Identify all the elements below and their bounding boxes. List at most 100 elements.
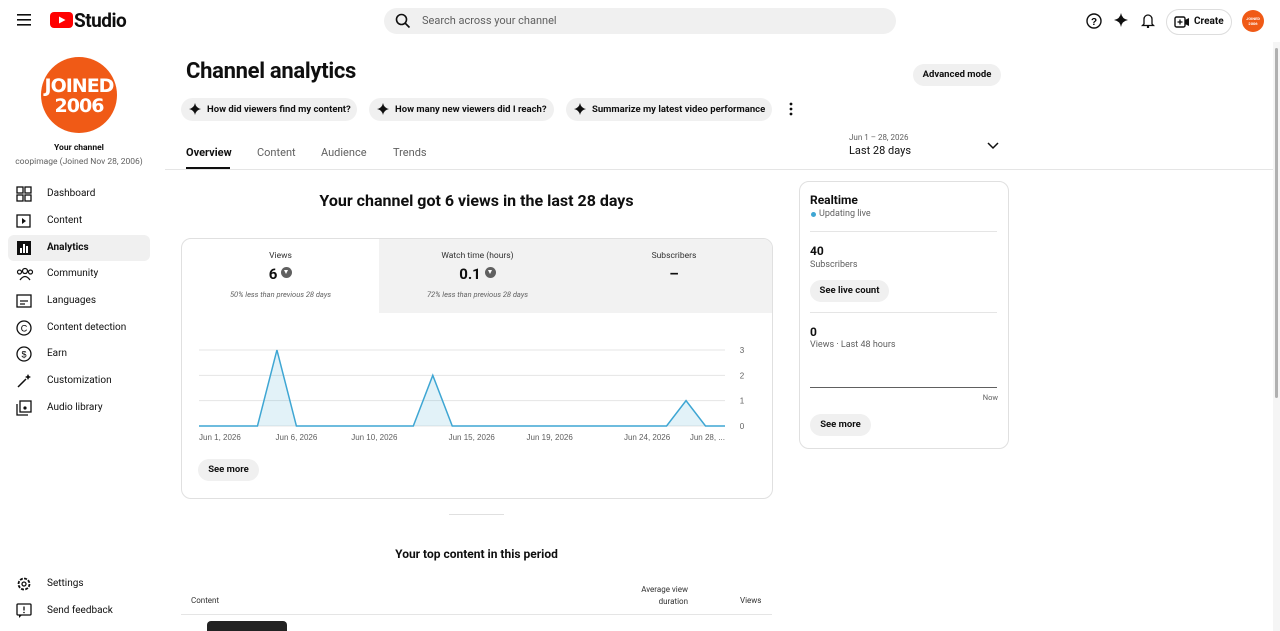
now-label: Now [982, 393, 998, 402]
nav-item[interactable]: Customization [8, 368, 150, 394]
logo-icon[interactable] [50, 12, 73, 28]
see-more-button[interactable]: See more [198, 459, 259, 481]
help-icon[interactable]: ? [1086, 13, 1102, 29]
period-selector[interactable]: Last 28 days [849, 144, 911, 157]
more-button[interactable] [788, 102, 794, 116]
ai-icon[interactable] [1114, 13, 1128, 27]
y-tick-label: 2 [740, 371, 745, 380]
chip-label: How did viewers find my content? [207, 104, 351, 115]
mini-chart-axis [810, 387, 997, 388]
menu-button[interactable] [17, 14, 31, 26]
nav-item[interactable]: $ Earn [8, 341, 150, 367]
nav-item[interactable]: Settings [8, 571, 150, 597]
down-icon [484, 267, 496, 278]
column-header: Content [191, 596, 220, 605]
subscriber-count: 40 [810, 244, 824, 258]
nav-item[interactable]: C Content detection [8, 315, 150, 341]
nav-item[interactable]: Audio library [8, 395, 150, 421]
x-tick-label: Jun 28, ... [690, 433, 725, 442]
top-bar: Studio Search across your channel ? Crea… [0, 0, 1280, 42]
tab-indicator [186, 167, 230, 169]
brand[interactable]: Studio [74, 9, 127, 32]
account-avatar[interactable]: JOINED 2006 [1242, 10, 1264, 32]
avatar-text: 2006 [1248, 21, 1258, 26]
views-chart: 0 1 2 3 Jun 1, 2026 Jun 6, 2026 Jun 10, 2026 Ju… [199, 346, 745, 442]
metric-value: 0.1 [459, 265, 481, 283]
divider [181, 614, 772, 615]
x-tick-label: Jun 10, 2026 [351, 433, 398, 442]
x-tick-label: Jun 19, 2026 [527, 433, 574, 442]
metric-tab[interactable]: Watch time (hours) 0.1 72% less than pre… [379, 239, 576, 313]
metric-label: Subscribers [651, 251, 697, 261]
prompt-chip[interactable]: How did viewers find my content? [181, 98, 357, 121]
date-range: Jun 1 – 28, 2026 [849, 133, 909, 142]
avatar-text: JOINED [44, 75, 115, 97]
nav-item[interactable]: Analytics [8, 235, 150, 261]
create-button[interactable]: Create [1166, 9, 1232, 35]
nav-label: Earn [47, 348, 68, 359]
nav-label: Community [47, 268, 99, 279]
nav-item[interactable]: Dashboard [8, 181, 150, 207]
nav-label: Send feedback [47, 605, 113, 616]
metric-value: 6 [268, 265, 278, 283]
metric-value: – [669, 265, 679, 283]
subscribers-label: Subscribers [810, 260, 858, 270]
notifications-icon[interactable] [1141, 13, 1155, 28]
tab[interactable]: Trends [393, 146, 427, 159]
search-placeholder: Search across your channel [422, 14, 557, 27]
advanced-mode-button[interactable]: Advanced mode [913, 64, 1001, 86]
x-tick-label: Jun 24, 2026 [624, 433, 671, 442]
metric-note: 72% less than previous 28 days [426, 290, 529, 299]
nav-label: Settings [47, 578, 84, 589]
nav-item[interactable]: Content [8, 208, 150, 234]
realtime-card: Realtime Updating live 40 Subscribers Se… [799, 181, 1009, 449]
y-tick-label: 3 [740, 346, 745, 355]
x-tick-label: Jun 6, 2026 [276, 433, 318, 442]
section-title: Your top content in this period [395, 547, 558, 561]
separator [810, 231, 997, 232]
nav-item[interactable]: Community [8, 261, 150, 287]
nav-item[interactable]: Languages [8, 288, 150, 314]
divider [165, 169, 1273, 170]
x-tick-label: Jun 15, 2026 [449, 433, 496, 442]
views-count: 0 [810, 325, 817, 339]
column-header: Average view duration [641, 585, 688, 606]
realtime-title: Realtime [810, 193, 858, 207]
metric-value-row: 6 [182, 265, 379, 283]
y-tick-label: 1 [740, 397, 745, 406]
create-label: Create [1194, 16, 1224, 27]
video-thumbnail[interactable] [207, 621, 287, 631]
svg-text:?: ? [1091, 17, 1097, 28]
column-header: Views [740, 596, 762, 605]
tab[interactable]: Overview [186, 146, 232, 159]
metric-label: Watch time (hours) [441, 251, 514, 261]
metric-tab[interactable]: Views 6 50% less than previous 28 days [182, 239, 379, 313]
tab[interactable]: Content [257, 146, 296, 159]
realtime-status: Updating live [819, 209, 871, 219]
see-more-button[interactable]: See more [810, 414, 871, 436]
headline: Your channel got 6 views in the last 28 … [319, 191, 634, 210]
nav-item[interactable]: Send feedback [8, 598, 150, 624]
metric-value-row: 0.1 [379, 265, 576, 283]
see-live-count-button[interactable]: See live count [810, 280, 889, 302]
nav-label: Content [47, 215, 83, 226]
x-tick-label: Jun 1, 2026 [199, 433, 241, 442]
prompt-chip[interactable]: How many new viewers did I reach? [369, 98, 554, 121]
divider [449, 514, 504, 515]
channel-label: Your channel [54, 143, 104, 153]
prompt-chip[interactable]: Summarize my latest video performance [566, 98, 772, 121]
overview-card: Views 6 50% less than previous 28 days W… [181, 238, 773, 499]
tab[interactable]: Audience [321, 146, 367, 159]
svg-text:$: $ [21, 350, 26, 360]
channel-name: coopimage (Joined Nov 28, 2006) [15, 157, 143, 167]
metric-tab[interactable]: Subscribers – [576, 239, 772, 313]
period-dropdown[interactable] [987, 142, 999, 150]
chip-label: Summarize my latest video performance [592, 104, 766, 115]
area-fill [199, 350, 725, 426]
avatar-text: 2006 [54, 95, 105, 117]
search-box[interactable]: Search across your channel [384, 8, 896, 34]
channel-avatar[interactable]: JOINED 2006 [41, 57, 117, 133]
live-dot [811, 212, 816, 217]
scrollbar[interactable] [1273, 42, 1280, 631]
